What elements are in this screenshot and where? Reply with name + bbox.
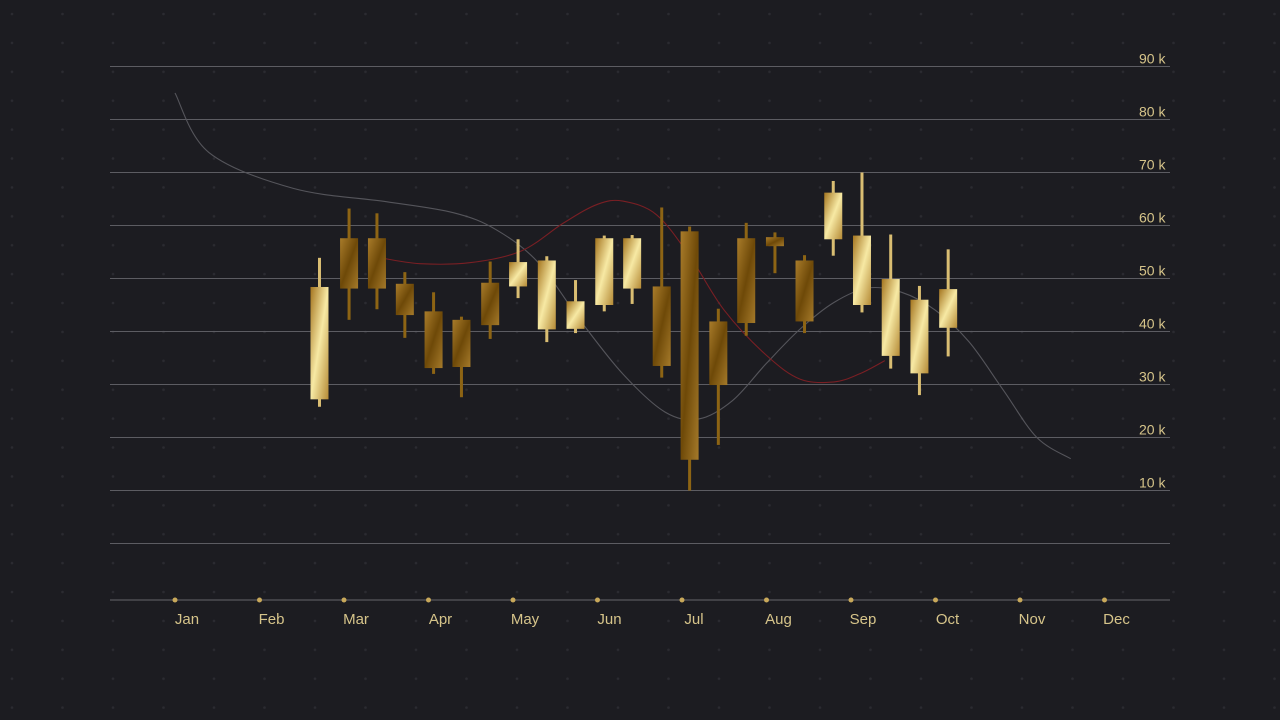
- candle: [452, 316, 471, 398]
- x-tick-label: Mar: [343, 611, 369, 628]
- x-tick-label: Jun: [597, 611, 621, 628]
- candle-body: [881, 279, 900, 356]
- x-tick-label: Aug: [765, 611, 792, 628]
- x-tick-dot: [1102, 597, 1107, 603]
- candle-body: [595, 238, 614, 305]
- candle-body: [737, 238, 756, 324]
- candle-body: [852, 235, 871, 305]
- candle: [310, 257, 329, 407]
- x-tick-dot: [510, 597, 516, 603]
- x-tick-dot: [595, 597, 600, 603]
- candle: [680, 226, 699, 491]
- candle: [939, 249, 958, 357]
- candle: [395, 272, 414, 338]
- x-tick-label: Apr: [429, 611, 452, 628]
- x-tick-label: May: [511, 611, 540, 628]
- y-tick-label: 70 k: [1139, 157, 1166, 173]
- candle: [795, 255, 814, 334]
- candle: [709, 308, 728, 445]
- x-tick-dot: [933, 597, 938, 603]
- red-overlay-line: [377, 199, 886, 384]
- candle-body: [395, 283, 414, 316]
- x-tick-dot: [764, 597, 769, 603]
- candle-body: [680, 231, 699, 460]
- y-tick-label: 40 k: [1139, 316, 1166, 332]
- x-tick-dot: [257, 597, 262, 603]
- candle: [424, 292, 443, 374]
- y-tick-label: 50 k: [1139, 263, 1166, 279]
- candle: [737, 222, 756, 336]
- candles: [310, 172, 958, 491]
- gridlines: [110, 66, 1170, 601]
- candle: [652, 207, 671, 378]
- x-tick-dot: [1017, 597, 1023, 603]
- candle-body: [509, 262, 528, 287]
- x-tick-label: Jul: [684, 611, 703, 628]
- candle: [367, 213, 386, 310]
- x-tick-label: Nov: [1019, 611, 1046, 628]
- candle: [852, 172, 871, 313]
- candle-body: [310, 286, 329, 400]
- x-tick-dot: [426, 597, 431, 603]
- candle-body: [537, 260, 556, 330]
- candle: [623, 235, 642, 304]
- x-axis: Jan Feb Mar Apr May Jun Jul Aug Sep Oct Nov Dec: [172, 597, 1130, 628]
- y-tick-label: 60 k: [1139, 210, 1166, 226]
- x-tick-label: Feb: [259, 611, 285, 628]
- y-axis: 90 k 80 k 70 k 60 k 50 k 40 k 30 k 20 k 10 k: [1139, 51, 1166, 491]
- x-tick-label: Oct: [936, 611, 960, 628]
- candle-body: [765, 237, 784, 247]
- candle-body: [367, 238, 386, 289]
- y-tick-label: 80 k: [1139, 104, 1166, 120]
- candle-body: [652, 286, 671, 366]
- y-tick-label: 30 k: [1139, 369, 1166, 385]
- x-tick-label: Sep: [850, 611, 877, 628]
- candle-body: [566, 301, 585, 329]
- candle-body: [481, 282, 500, 326]
- candle: [340, 208, 359, 320]
- candle-body: [709, 321, 728, 386]
- candle: [509, 239, 528, 299]
- candle: [481, 261, 500, 339]
- x-tick-dot: [172, 597, 178, 603]
- candle-body: [340, 238, 359, 289]
- x-tick-label: Jan: [175, 611, 199, 628]
- x-tick-dot: [848, 597, 854, 603]
- candle: [824, 180, 843, 256]
- candle-body: [424, 311, 443, 369]
- y-tick-label: 10 k: [1139, 475, 1166, 491]
- candle-wick: [773, 232, 777, 274]
- candle: [910, 285, 929, 396]
- y-tick-label: 20 k: [1139, 422, 1166, 438]
- candle: [765, 232, 784, 274]
- candle-body: [795, 260, 814, 322]
- x-tick-dot: [679, 597, 685, 603]
- candle: [566, 280, 585, 334]
- x-tick-label: Dec: [1103, 611, 1130, 628]
- y-tick-label: 90 k: [1139, 51, 1166, 67]
- candle-body: [452, 319, 471, 368]
- candle-body: [623, 238, 642, 289]
- candle: [881, 234, 900, 369]
- candle-body: [939, 289, 958, 328]
- candle-body: [824, 192, 843, 240]
- candle: [595, 235, 614, 312]
- x-tick-dot: [341, 597, 347, 603]
- candle-body: [910, 299, 929, 374]
- candle: [537, 256, 556, 343]
